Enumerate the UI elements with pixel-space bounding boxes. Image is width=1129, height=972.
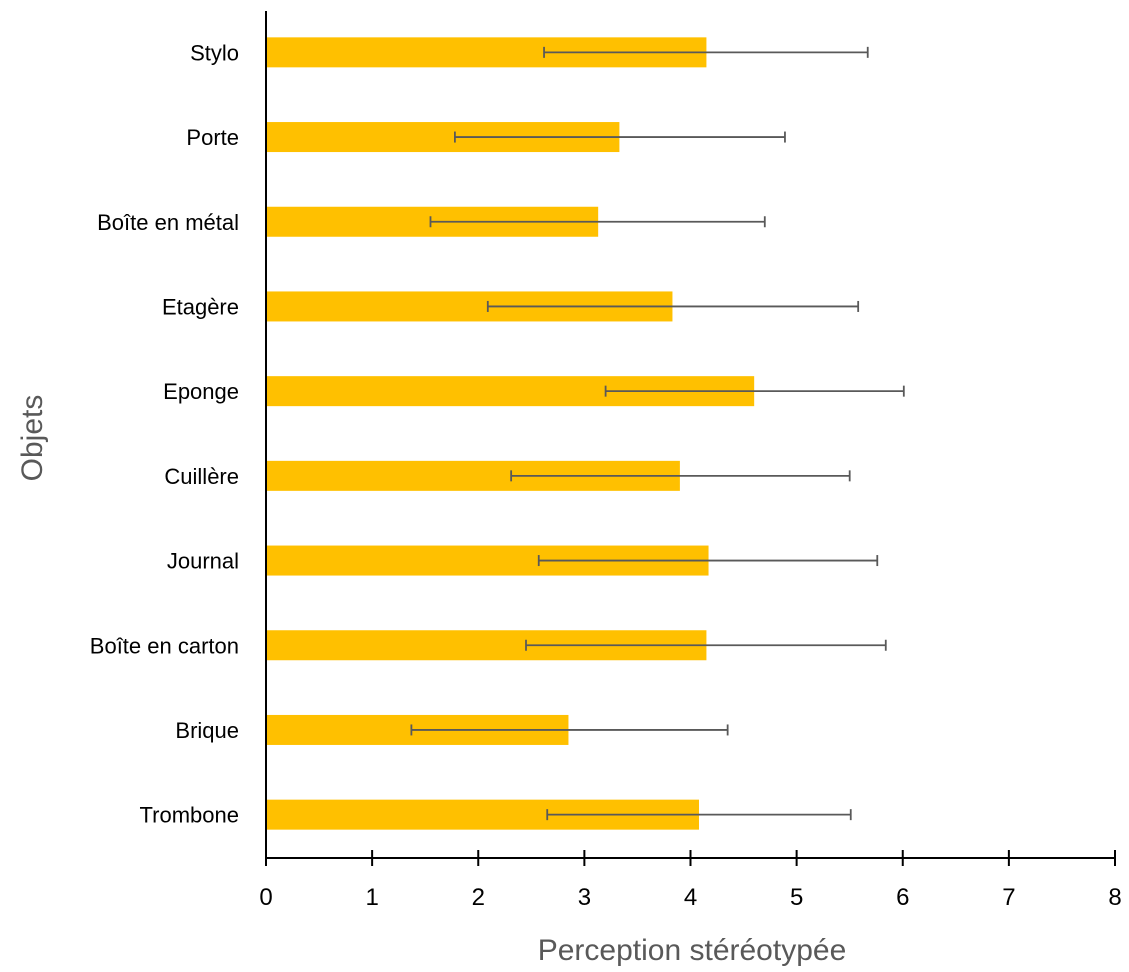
x-tick-label: 4 [684,884,697,911]
x-tick-label: 7 [1002,884,1015,911]
x-axis-title: Perception stéréotypée [538,934,847,967]
x-tick-label: 6 [896,884,909,911]
category-label: Porte [186,125,239,150]
category-label: Brique [175,718,239,743]
category-label: Cuillère [164,464,239,489]
y-axis-title: Objets [16,395,49,482]
category-label: Boîte en métal [97,210,239,235]
x-ticks-layer: 0 1 2 3 4 5 6 7 8 [259,850,1122,911]
x-tick-label: 5 [790,884,803,911]
x-tick-label: 3 [578,884,591,911]
error-bars-layer [410,46,905,821]
category-label: Journal [167,549,239,574]
category-label: Eponge [163,379,239,404]
category-label: Boîte en carton [90,633,239,658]
x-tick-label: 2 [472,884,485,911]
x-tick-label: 8 [1108,884,1121,911]
category-labels-layer: Stylo Porte Boîte en métal Etagère Eponge Cui… [90,40,239,827]
x-tick-label: 1 [365,884,378,911]
bars-layer [267,37,755,830]
category-label: Etagère [162,294,239,319]
category-label: Stylo [190,40,239,65]
category-label: Trombone [140,803,239,828]
x-tick-label: 0 [259,884,272,911]
